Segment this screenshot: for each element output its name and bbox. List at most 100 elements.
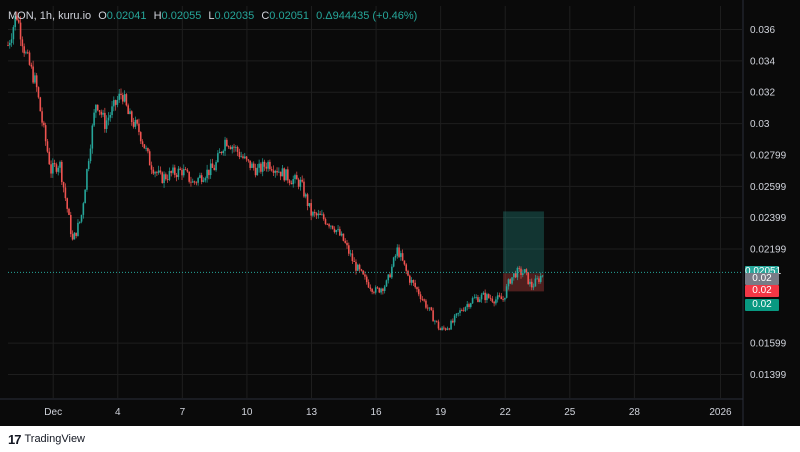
candle-body: [360, 269, 363, 271]
candle-body: [351, 253, 354, 262]
candle-body: [75, 232, 77, 236]
long-position-tool[interactable]: [503, 211, 544, 292]
candle-body: [104, 112, 106, 129]
candle-body: [236, 147, 239, 152]
candle-body: [46, 141, 49, 152]
candle-body: [39, 97, 42, 112]
candle-body: [209, 163, 212, 176]
x-tick-label: 13: [306, 407, 318, 418]
candle-body: [457, 312, 460, 314]
candle-body: [301, 179, 303, 182]
candle-body: [14, 16, 16, 28]
candle-body: [16, 16, 18, 21]
y-tick-label: 0.02399: [750, 213, 787, 224]
candle-body: [48, 151, 51, 165]
x-tick-label: 7: [180, 407, 186, 418]
candle-body: [324, 219, 327, 224]
candle-body: [121, 95, 124, 102]
candle-body: [425, 300, 427, 308]
candle-body: [231, 146, 234, 150]
x-tick-label: 28: [629, 407, 641, 418]
candle-body: [91, 125, 94, 149]
candle-body: [53, 163, 56, 165]
candle-body: [294, 175, 296, 180]
candle-body: [466, 304, 468, 308]
candle-body: [199, 175, 201, 178]
chart-grid: [8, 6, 742, 398]
y-tick-label: 0.02799: [750, 150, 787, 161]
candle-body: [193, 181, 196, 183]
footer-bar: 17 TradingView: [8, 430, 85, 448]
candle-body: [95, 104, 97, 113]
candle-body: [315, 213, 318, 216]
price-label-badge: 0.02: [745, 272, 779, 285]
candle-body: [410, 280, 413, 283]
candle-body: [243, 156, 246, 159]
candle-body: [82, 203, 85, 215]
candle-body: [504, 297, 506, 300]
candle-body: [500, 296, 503, 300]
candle-body: [362, 270, 364, 275]
candle-body: [159, 170, 162, 173]
candle-body: [224, 139, 226, 151]
candle-body: [37, 87, 40, 98]
candle-body: [539, 275, 542, 282]
open-label: O: [98, 10, 107, 22]
candle-body: [371, 288, 373, 292]
candle-body: [245, 156, 248, 160]
candle-body: [374, 287, 377, 293]
candle-body: [120, 93, 122, 96]
candle-body: [163, 174, 165, 184]
candle-body: [57, 167, 60, 172]
candle-body: [204, 178, 207, 181]
candle-body: [511, 277, 513, 284]
candle-body: [23, 46, 25, 54]
brand-name[interactable]: TradingView: [24, 433, 86, 445]
x-tick-label: Dec: [44, 407, 62, 418]
candle-body: [86, 169, 88, 190]
candle-body: [208, 169, 210, 176]
candle-body: [84, 189, 86, 204]
close-label: C: [261, 10, 270, 22]
candle-body: [304, 194, 307, 197]
candle-body: [403, 260, 406, 265]
y-tick-label: 0.02199: [750, 245, 787, 256]
candle-body: [62, 182, 65, 188]
candle-body: [43, 122, 45, 126]
candle-body: [430, 307, 433, 311]
candle-body: [416, 287, 418, 290]
candle-body: [317, 213, 320, 216]
candle-body: [233, 146, 235, 148]
candle-body: [491, 298, 494, 302]
candle-body: [123, 94, 126, 102]
candle-body: [170, 171, 173, 173]
candle-body: [68, 208, 70, 215]
candle-body: [405, 264, 408, 271]
chart-frame[interactable]: 0.036 0.034 0.032 0.03 0.02799 0.02599 0.02399…: [0, 0, 800, 426]
candle-body: [426, 307, 429, 309]
candle-body: [448, 328, 451, 330]
candle-body: [523, 269, 526, 274]
symbol-label: MON, 1h, kuru.io: [8, 10, 92, 22]
candle-body: [87, 161, 90, 170]
candle-body: [7, 45, 9, 46]
candle-body: [536, 278, 538, 280]
candle-body: [139, 132, 142, 142]
price-chart[interactable]: 0.036 0.034 0.032 0.03 0.02799 0.02599 0.02399…: [0, 0, 800, 426]
candle-body: [217, 153, 219, 163]
candle-body: [218, 151, 221, 154]
candle-body: [41, 111, 43, 123]
candle-body: [114, 100, 117, 105]
low-label: L: [208, 10, 215, 22]
candle-body: [459, 310, 461, 313]
candle-body: [118, 93, 121, 100]
tradingview-logo-icon[interactable]: 17: [8, 431, 22, 447]
candlestick-series[interactable]: [7, 11, 544, 331]
candle-body: [226, 139, 228, 147]
candle-body: [295, 175, 298, 180]
candle-body: [509, 279, 512, 284]
candle-body: [358, 264, 361, 270]
candle-body: [161, 172, 164, 184]
candle-body: [157, 170, 160, 173]
candle-body: [493, 301, 495, 304]
